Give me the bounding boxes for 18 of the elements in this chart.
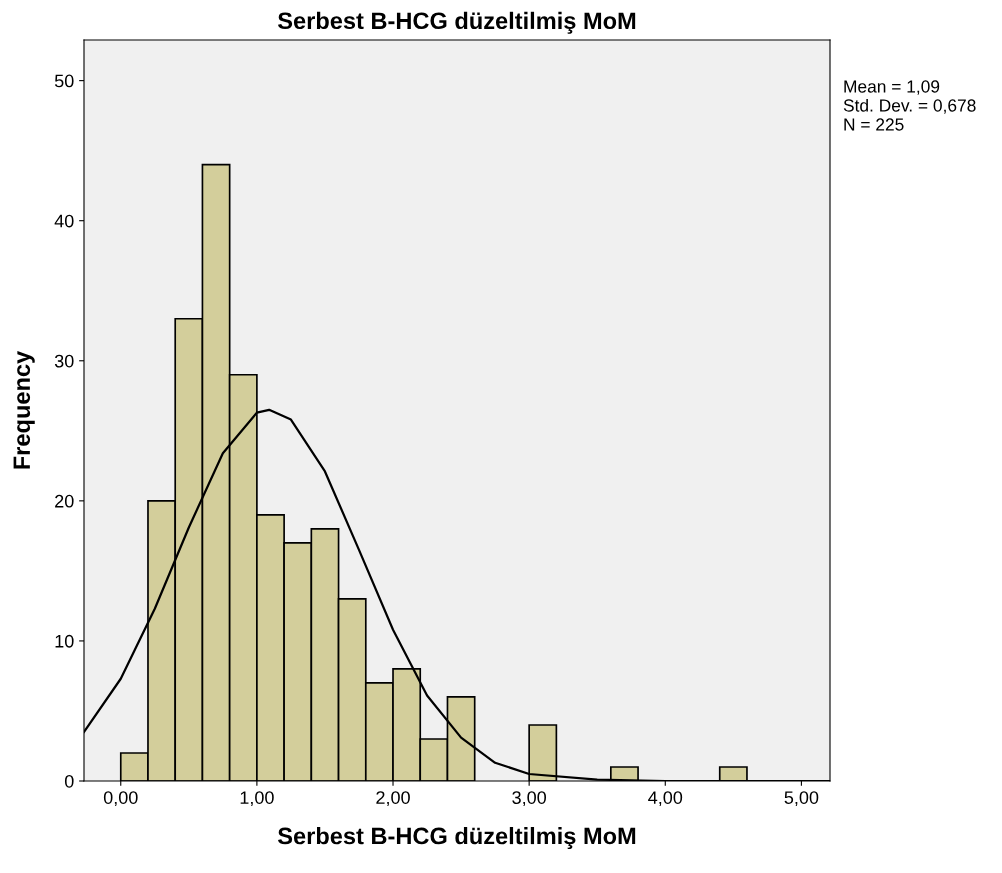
x-tick-label: 0,00 <box>103 791 138 807</box>
y-tick-label: 20 <box>55 494 74 508</box>
y-axis-title: Frequency <box>13 350 35 469</box>
y-tick-label: 10 <box>55 634 74 648</box>
x-tick-label: 5,00 <box>784 791 819 807</box>
x-tick-label: 1,00 <box>240 791 274 807</box>
x-tick-label: 4,00 <box>648 791 683 807</box>
y-tick-label: 50 <box>54 74 74 88</box>
text: N = 225 <box>844 118 904 131</box>
y-tick-label: 30 <box>54 354 74 368</box>
x-axis-title: Serbest B-HCG düzeltilmiş MoM <box>277 827 636 850</box>
x-tick-label: 3,00 <box>512 791 547 807</box>
x-tick-label: 2,00 <box>376 791 410 807</box>
text: Mean = 1,09 <box>844 80 940 95</box>
chart-title: Serbest B-HCG düzeltilmiş MoM <box>277 11 636 34</box>
text: Std. Dev. = 0,678 <box>843 98 976 114</box>
y-tick-label: 0 <box>64 774 74 788</box>
y-tick-label: 40 <box>54 214 74 228</box>
